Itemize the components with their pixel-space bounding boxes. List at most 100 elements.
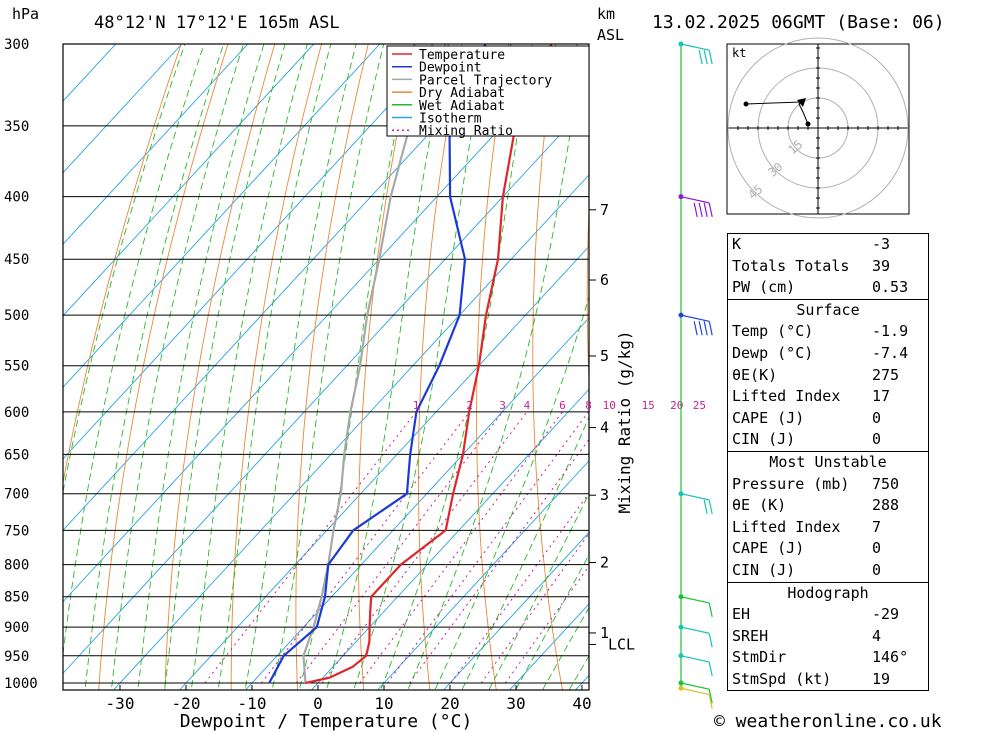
asl-unit-label: ASL	[597, 26, 624, 44]
isotherm-line	[63, 44, 183, 174]
surface-temp-value: -1.9	[872, 322, 909, 341]
mixing-ratio-line	[409, 438, 589, 684]
plot-frame	[62, 43, 590, 691]
wet-adiabat-line	[63, 44, 205, 658]
mu-li-label: Lifted Index	[732, 517, 841, 536]
dry-adiabat-line	[357, 44, 416, 690]
temperature-tick-label: 0	[313, 694, 323, 713]
hodograph-end-point	[743, 101, 749, 107]
mixing-ratio-label: 8	[585, 399, 592, 412]
wet-adiabat-line	[271, 44, 385, 690]
mu-cape-label: CAPE (J)	[732, 539, 805, 558]
temperature-tick-label: -20	[172, 694, 201, 713]
pressure-tick-label: 400	[4, 190, 29, 206]
wind-barb-flag	[698, 321, 703, 336]
legend-entry: Parcel Trajectory	[419, 73, 552, 88]
wind-barb-shaft	[680, 596, 710, 604]
mixing-ratio-label: 6	[559, 399, 566, 412]
k-label: K	[732, 235, 742, 253]
wind-barb-shaft	[680, 43, 710, 51]
surface-theta-label: θE(K)	[732, 365, 778, 384]
legend-entry: Mixing Ratio	[419, 124, 513, 139]
isotherm-line	[442, 531, 589, 690]
wind-barb-shaft	[680, 196, 710, 204]
pressure-isobars	[63, 43, 589, 684]
km-tick-label: 5	[600, 347, 609, 365]
pressure-tick-label: 600	[4, 405, 29, 421]
wind-barb-shaft	[680, 687, 710, 696]
wind-barb-shaft	[680, 314, 710, 322]
dry-adiabat-line	[295, 44, 369, 690]
mu-pressure-value: 750	[872, 474, 900, 493]
wind-barb-shaft	[680, 493, 710, 501]
pressure-tick-label: 550	[4, 359, 29, 375]
hodograph-table-title: Hodograph	[787, 583, 869, 602]
mixing-ratio-label: 4	[524, 399, 531, 412]
dry-adiabat-line	[640, 26, 700, 709]
mu-cin-value: 0	[872, 560, 882, 579]
pressure-tick-label: 950	[4, 649, 29, 665]
mixing-ratio-label: 1	[413, 399, 420, 412]
mixing-ratio-line	[295, 411, 503, 684]
isotherm-line	[310, 388, 589, 690]
isotherm-line	[63, 44, 315, 317]
isotherm-line	[244, 317, 589, 690]
mu-pressure-label: Pressure (mb)	[732, 474, 850, 493]
sreh-label: SREH	[732, 626, 769, 645]
mu-cin-label: CIN (J)	[732, 560, 796, 579]
mixing-ratio-line	[260, 411, 470, 684]
dry-adiabat-line	[929, 26, 1000, 709]
legend-box	[386, 45, 590, 137]
tt-label: Totals Totals	[732, 256, 850, 275]
wet-adiabat-line	[244, 44, 357, 690]
surface-cin-value: 0	[872, 430, 882, 449]
isotherm-line	[63, 44, 447, 460]
temperature-tick-label: -30	[106, 694, 135, 713]
pressure-tick-label: 900	[4, 620, 29, 636]
legend-entry: Isotherm	[419, 112, 482, 127]
pressure-tick-label: 450	[4, 252, 29, 268]
wind-barb-shaft	[680, 682, 710, 690]
dry-adiabat-line	[230, 44, 323, 690]
km-tick-label: 7	[600, 201, 609, 219]
surface-cape-label: CAPE (J)	[732, 408, 805, 427]
wind-barb-flag	[708, 602, 713, 618]
mu-title: Most Unstable	[769, 452, 887, 471]
temperature-tick-label: 20	[440, 694, 459, 713]
stmspd-label: StmSpd (kt)	[732, 669, 832, 688]
temperature-tick-label: -10	[238, 694, 267, 713]
km-tick-label: 2	[600, 554, 609, 572]
mu-theta-label: θE (K)	[732, 496, 787, 515]
wind-barb-flag	[708, 321, 713, 336]
hodograph-start-point	[805, 121, 811, 127]
pressure-tick-label: 850	[4, 590, 29, 606]
temperature-tick-label: 10	[374, 694, 393, 713]
pressure-tick-label: 700	[4, 487, 29, 503]
mixing-ratio-labels: 1 2 3 4 6 8 10 15 20 25	[413, 399, 706, 412]
dry-adiabat-line	[532, 44, 563, 690]
wind-barb-flag	[703, 499, 708, 514]
mixing-ratio-label: 15	[642, 399, 655, 412]
mixing-ratio-line	[386, 411, 589, 684]
surface-title: Surface	[796, 300, 860, 319]
pressure-tick-label: 350	[4, 119, 29, 135]
mixing-ratio-label: 10	[603, 399, 616, 412]
dry-adiabat-line	[417, 44, 463, 690]
stmspd-value: 19	[872, 669, 891, 688]
km-tick-label: LCL	[608, 635, 635, 653]
legend-entry: Wet Adiabat	[419, 99, 505, 114]
mixing-ratio-label: 3	[499, 399, 506, 412]
storm-motion-marker	[797, 98, 806, 107]
wind-barb-flag	[708, 694, 713, 709]
km-tick-label: 4	[600, 419, 609, 437]
hodograph-trace	[745, 101, 809, 125]
isotherm-line	[63, 44, 381, 388]
surface-li-label: Lifted Index	[732, 387, 841, 406]
copyright: © weatheronline.co.uk	[714, 711, 942, 732]
mu-theta-value: 288	[872, 496, 900, 515]
hpa-unit-label: hPa	[12, 5, 39, 23]
legend-entry: Temperature	[419, 48, 505, 63]
dry-adiabat-line	[98, 44, 229, 690]
stmdir-label: StmDir	[732, 648, 787, 667]
isotherm-line	[63, 44, 249, 245]
